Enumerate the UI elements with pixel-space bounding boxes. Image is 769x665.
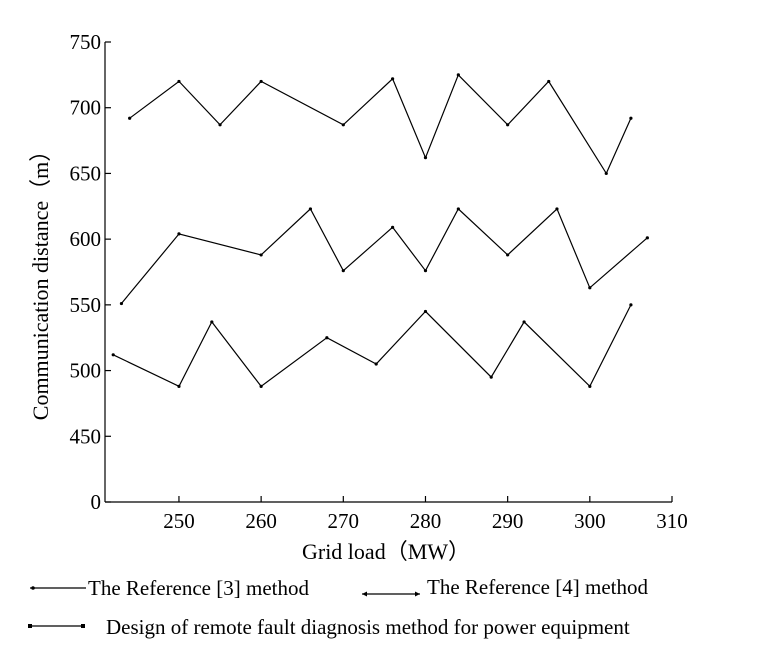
data-point [308, 207, 313, 211]
data-point [325, 336, 329, 340]
data-point [177, 79, 181, 84]
data-point [111, 353, 115, 357]
data-point [119, 301, 124, 306]
legend-label-reference-3: The Reference [3] method [88, 576, 309, 600]
y-tick-label: 650 [70, 161, 102, 185]
y-tick-label: 600 [70, 227, 102, 251]
legend-item-design-method: Design of remote fault diagnosis method … [28, 615, 630, 639]
x-tick-label: 280 [410, 509, 442, 533]
legend-marker-square [28, 624, 32, 628]
data-point [259, 384, 263, 388]
y-tick-label: 500 [70, 359, 102, 383]
data-point [604, 171, 608, 176]
data-point [391, 77, 395, 81]
legend: The Reference [3] method The Reference [… [28, 575, 648, 639]
legend-marker-arrow-right [415, 591, 420, 597]
series-line-3 [112, 304, 632, 388]
series-line-1 [129, 73, 632, 175]
data-point [629, 303, 633, 307]
y-axis-ticks: 0 450 500 550 600 650 700 750 [70, 30, 111, 514]
x-tick-label: 310 [656, 509, 688, 533]
legend-marker-arrow-left [362, 591, 367, 597]
data-point [423, 269, 428, 273]
x-tick-label: 260 [245, 509, 277, 533]
data-point [456, 73, 460, 77]
data-point [588, 286, 592, 290]
y-tick-label: 750 [70, 30, 102, 54]
data-point [506, 123, 510, 127]
x-tick-label: 300 [574, 509, 606, 533]
y-tick-label: 450 [70, 424, 102, 448]
data-point [588, 384, 592, 388]
data-point [177, 232, 181, 236]
y-tick-label: 550 [70, 293, 102, 317]
data-point [374, 362, 378, 366]
data-point [177, 384, 181, 388]
data-point [128, 116, 132, 120]
axes [104, 42, 672, 503]
data-point [456, 207, 460, 211]
series-line-2 [120, 207, 648, 304]
x-tick-label: 270 [328, 509, 360, 533]
data-point [259, 253, 263, 257]
data-point [547, 79, 551, 84]
data-point [423, 309, 428, 314]
data-point [645, 236, 649, 240]
data-point [259, 79, 263, 84]
y-tick-label: 0 [91, 490, 102, 514]
data-point [489, 375, 493, 379]
data-point [629, 116, 633, 120]
legend-marker-square [81, 624, 85, 628]
x-axis-ticks: 250 260 270 280 290 300 310 [163, 496, 688, 533]
series-layer [111, 73, 649, 388]
legend-marker-dot [31, 586, 35, 590]
legend-item-reference-3: The Reference [3] method [30, 576, 309, 600]
data-point [210, 320, 214, 324]
data-point [522, 320, 526, 324]
data-point [341, 269, 345, 273]
data-point [391, 225, 395, 229]
y-axis-title: Communication distance（m） [28, 140, 53, 420]
legend-label-design-method: Design of remote fault diagnosis method … [106, 615, 630, 639]
legend-label-reference-4: The Reference [4] method [427, 575, 648, 599]
data-point [341, 123, 345, 127]
data-point [218, 123, 222, 127]
y-tick-label: 700 [70, 96, 102, 120]
x-tick-label: 250 [163, 509, 195, 533]
data-point [506, 253, 510, 257]
x-axis-title: Grid load（MW） [302, 539, 470, 564]
data-point [555, 207, 559, 211]
x-tick-label: 290 [492, 509, 524, 533]
data-point [423, 156, 428, 160]
legend-item-reference-4: The Reference [4] method [362, 575, 648, 599]
